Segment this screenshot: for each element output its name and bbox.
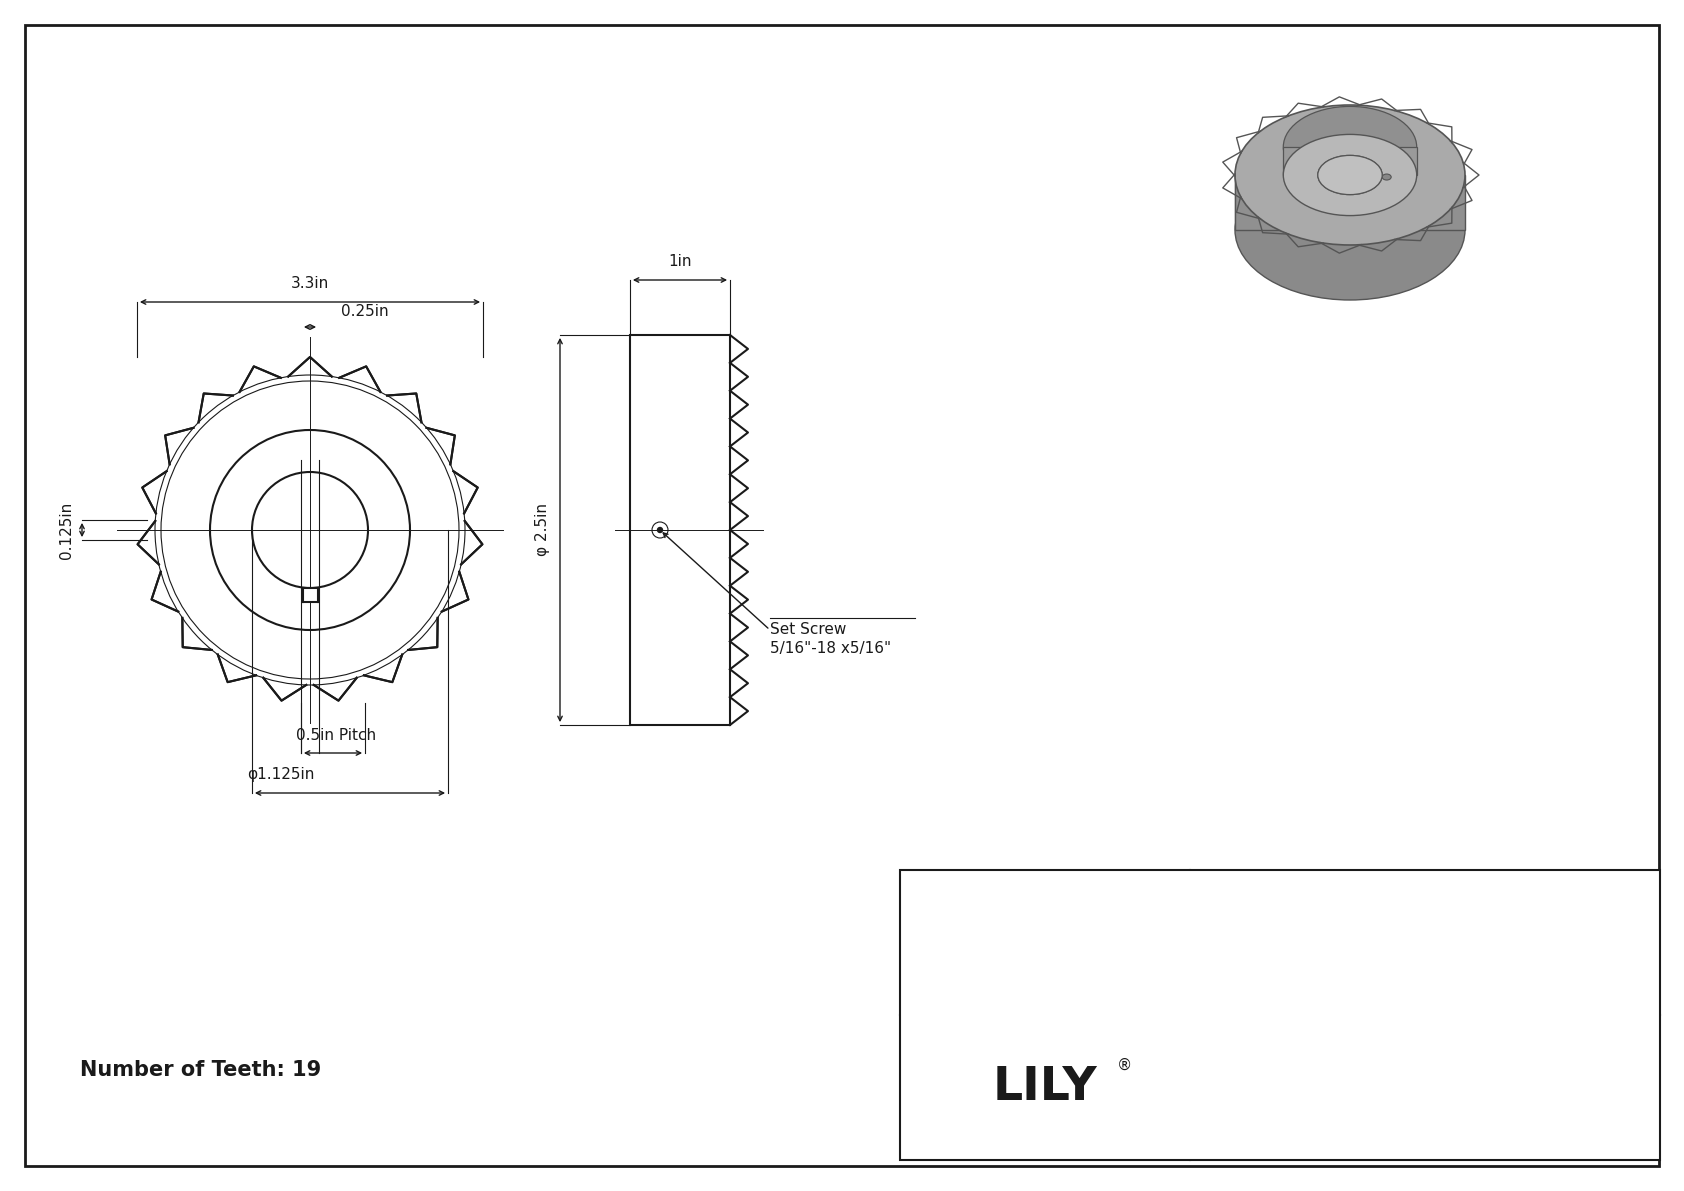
Text: SHANGHAI LILY BEARING LIMITED: SHANGHAI LILY BEARING LIMITED [1282,1100,1568,1115]
Text: CDEFKEEE: CDEFKEEE [1374,956,1477,974]
Text: φ 2.5in: φ 2.5in [534,504,549,556]
Text: 0.25in: 0.25in [342,305,389,319]
Ellipse shape [1319,155,1383,194]
Bar [899,869,1660,1160]
Text: 3.3in: 3.3in [291,276,328,292]
Ellipse shape [1319,155,1383,194]
Polygon shape [1283,146,1416,175]
Text: 0.125in: 0.125in [59,501,74,559]
Ellipse shape [1234,105,1465,245]
Ellipse shape [1234,160,1465,300]
Circle shape [657,528,662,532]
Bar [630,335,729,725]
Text: Number: Number [1014,915,1076,930]
Text: 5/16"-18 x5/16": 5/16"-18 x5/16" [770,641,891,655]
Text: Sprockets: Sprockets [1388,900,1463,915]
Text: Part: Part [1031,949,1061,965]
Text: 0.5in Pitch: 0.5in Pitch [296,728,376,742]
Text: Number of Teeth: 19: Number of Teeth: 19 [81,1060,322,1080]
Text: Email: lilybearing@lily-bearing.com: Email: lilybearing@lily-bearing.com [1302,1048,1548,1062]
Ellipse shape [1283,135,1416,216]
Text: ®: ® [1116,1058,1132,1073]
Ellipse shape [1283,106,1416,188]
Text: 1in: 1in [669,255,692,269]
Polygon shape [1234,175,1465,230]
Ellipse shape [1383,174,1391,180]
Text: Set Screw: Set Screw [770,623,847,637]
Text: φ1.125in: φ1.125in [248,767,315,782]
Text: LILY: LILY [992,1065,1098,1110]
Bar [303,588,318,601]
